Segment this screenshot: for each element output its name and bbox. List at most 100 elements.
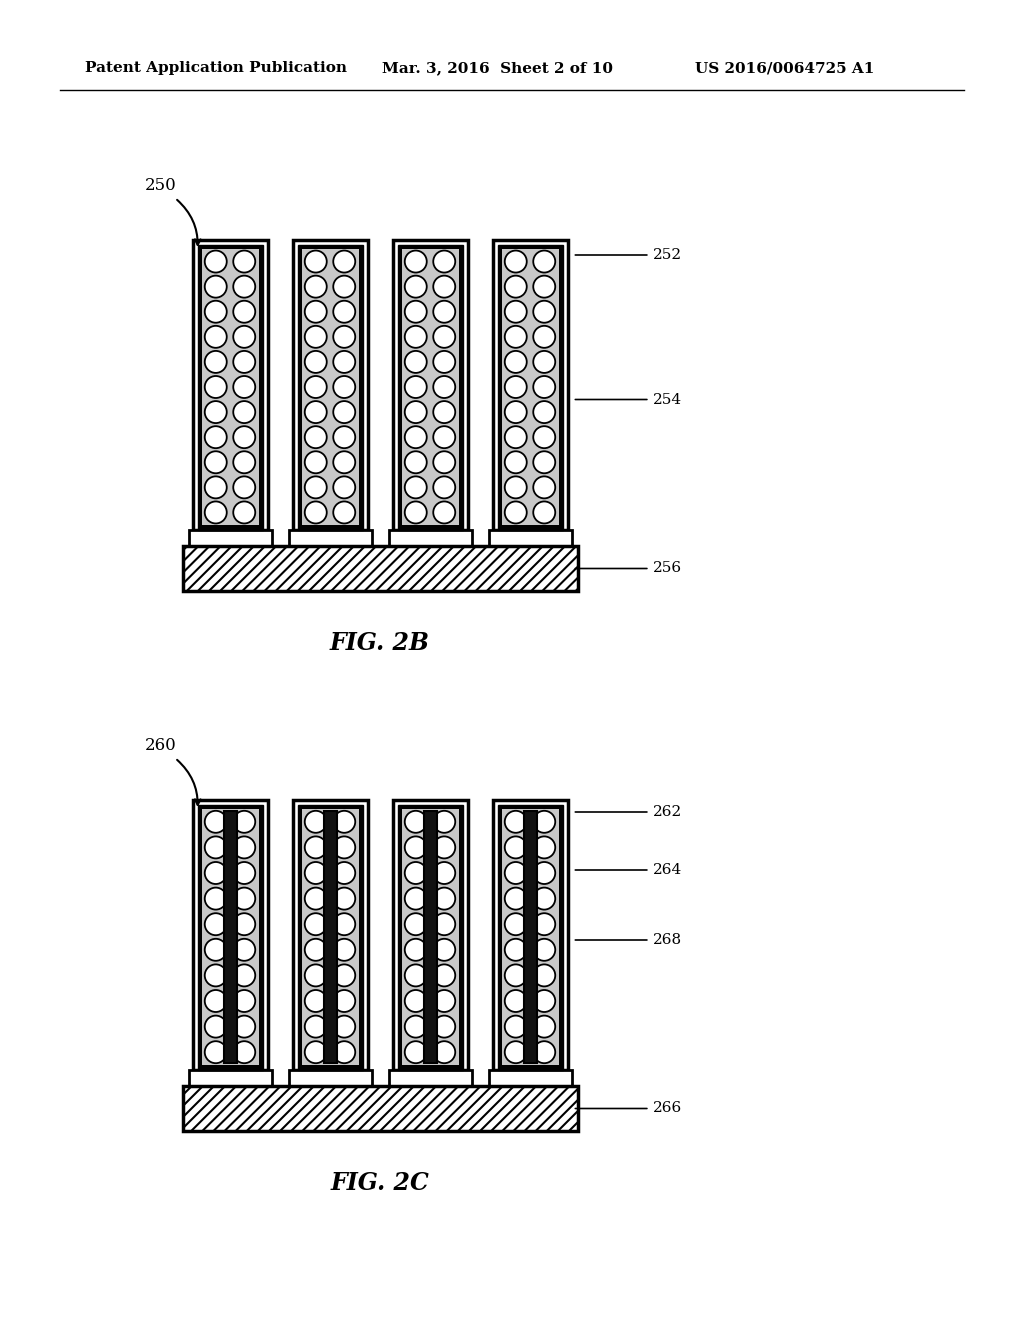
Bar [523,810,537,1063]
Circle shape [534,810,555,833]
Bar [498,805,562,1071]
Circle shape [205,887,226,909]
Circle shape [333,887,355,909]
Circle shape [505,301,526,322]
Circle shape [233,326,255,347]
Circle shape [333,426,355,449]
Circle shape [333,862,355,884]
Circle shape [305,965,327,986]
Circle shape [333,502,355,524]
Bar [223,810,237,1063]
Circle shape [505,913,526,935]
Circle shape [233,939,255,961]
Circle shape [205,276,226,297]
Bar [488,531,571,546]
Circle shape [404,837,427,858]
Circle shape [333,251,355,272]
Circle shape [333,1015,355,1038]
Text: 268: 268 [575,933,682,946]
Circle shape [433,913,456,935]
Bar [392,800,468,1071]
Text: 252: 252 [575,248,682,261]
Bar [198,246,262,531]
Bar [388,1071,471,1086]
Circle shape [404,810,427,833]
Circle shape [333,376,355,399]
Circle shape [333,351,355,374]
Circle shape [534,351,555,374]
Circle shape [305,276,327,297]
Bar [289,531,372,546]
Circle shape [205,810,226,833]
Circle shape [305,502,327,524]
Circle shape [433,810,456,833]
Text: 250: 250 [145,177,177,194]
Circle shape [305,451,327,474]
Circle shape [205,251,226,272]
Circle shape [233,1041,255,1063]
Circle shape [205,862,226,884]
Circle shape [233,276,255,297]
Circle shape [505,990,526,1012]
Circle shape [534,426,555,449]
Circle shape [233,376,255,399]
Circle shape [534,251,555,272]
Bar [182,546,578,591]
Circle shape [205,426,226,449]
Text: 256: 256 [575,561,682,576]
Circle shape [233,401,255,424]
Circle shape [333,990,355,1012]
Text: 262: 262 [575,805,682,818]
Bar [202,809,258,1065]
Bar [188,1071,271,1086]
Circle shape [404,990,427,1012]
Bar [193,800,267,1071]
Bar [298,805,362,1071]
Circle shape [433,1041,456,1063]
Circle shape [505,477,526,499]
Circle shape [305,351,327,374]
Text: 266: 266 [575,1101,682,1115]
Circle shape [333,810,355,833]
Circle shape [205,913,226,935]
Circle shape [333,939,355,961]
Circle shape [333,477,355,499]
Circle shape [433,502,456,524]
Circle shape [404,351,427,374]
Bar [198,805,262,1071]
Circle shape [505,862,526,884]
Circle shape [433,451,456,474]
Circle shape [305,887,327,909]
Circle shape [534,965,555,986]
Circle shape [534,862,555,884]
Circle shape [305,939,327,961]
Circle shape [305,810,327,833]
Circle shape [205,990,226,1012]
Circle shape [534,326,555,347]
Circle shape [333,276,355,297]
Text: FIG. 2C: FIG. 2C [331,1171,429,1195]
Circle shape [534,1041,555,1063]
Circle shape [305,1015,327,1038]
Text: 264: 264 [575,863,682,876]
Circle shape [433,251,456,272]
Circle shape [404,913,427,935]
Circle shape [433,887,456,909]
Circle shape [505,451,526,474]
Circle shape [404,276,427,297]
Bar [392,240,468,531]
Bar [182,1086,578,1131]
Circle shape [233,1015,255,1038]
Circle shape [534,1015,555,1038]
Text: 260: 260 [145,737,177,754]
Circle shape [205,502,226,524]
Bar [493,800,567,1071]
Circle shape [404,451,427,474]
Circle shape [534,887,555,909]
Circle shape [305,990,327,1012]
Bar [397,246,463,531]
Circle shape [505,426,526,449]
Circle shape [305,913,327,935]
Circle shape [233,913,255,935]
Bar [397,805,463,1071]
